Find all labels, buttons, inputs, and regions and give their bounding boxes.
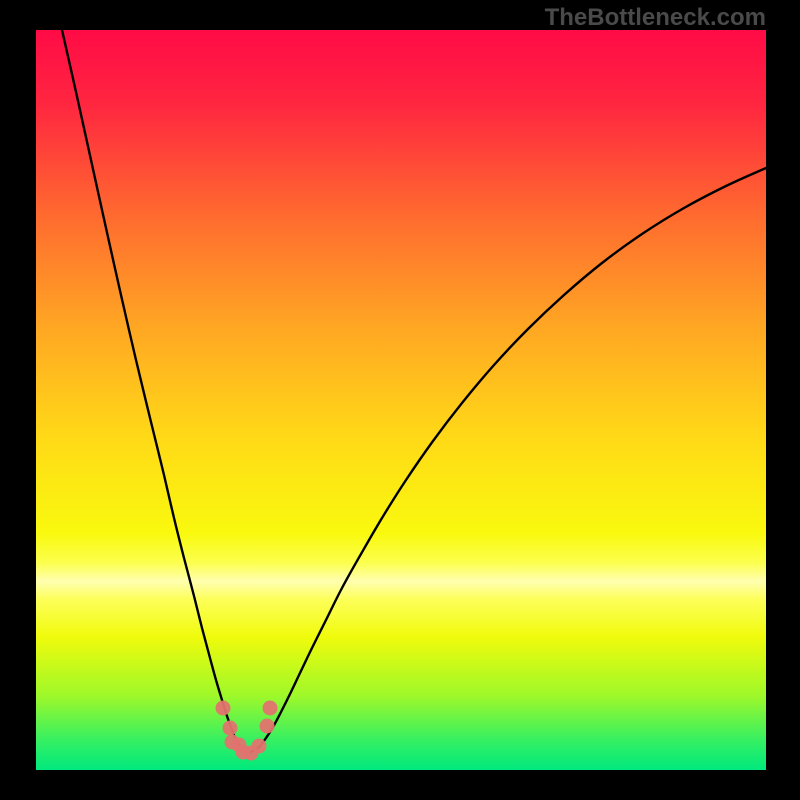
dip-marker — [223, 721, 238, 736]
dip-marker — [263, 701, 278, 716]
chart-svg — [36, 30, 766, 770]
dip-marker — [252, 739, 267, 754]
watermark-text: TheBottleneck.com — [545, 4, 766, 32]
dip-marker — [260, 719, 275, 734]
plot-area — [36, 30, 766, 770]
bottleneck-curve — [62, 30, 766, 752]
dip-marker — [216, 701, 231, 716]
